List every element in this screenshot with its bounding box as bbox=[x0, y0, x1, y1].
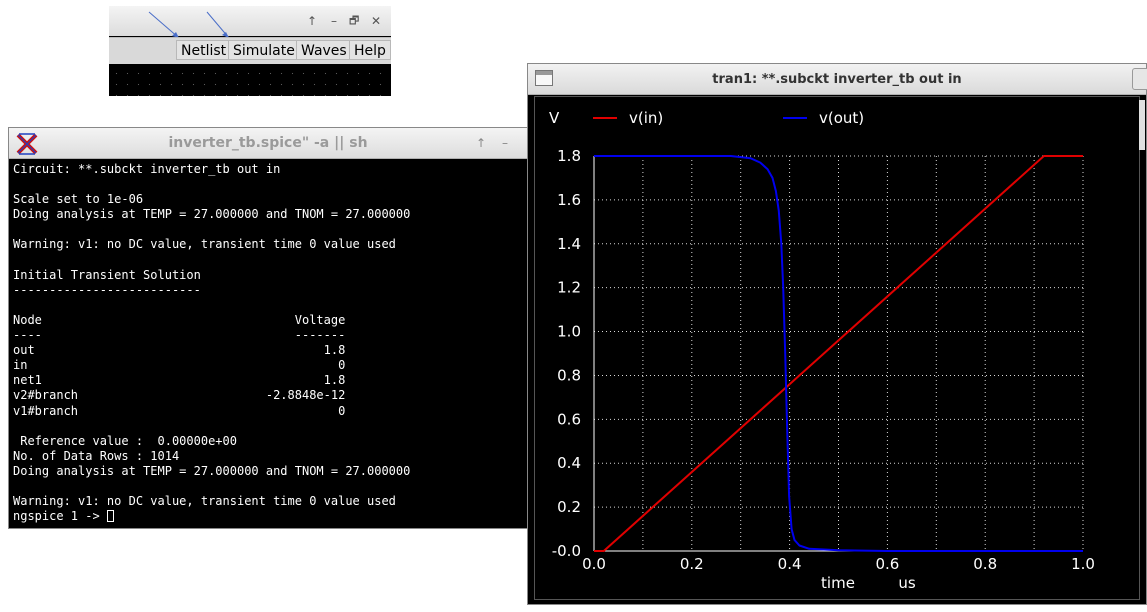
menu-simulate[interactable]: Simulate bbox=[228, 40, 300, 60]
terminal-line bbox=[13, 177, 523, 192]
close-button[interactable] bbox=[1132, 68, 1147, 90]
legend-label-vout: v(out) bbox=[819, 109, 864, 127]
text-cursor bbox=[106, 510, 114, 523]
terminal-line bbox=[13, 298, 523, 313]
y-tick-label: 1.2 bbox=[557, 279, 581, 297]
waveform-titlebar[interactable]: tran1: **.subckt inverter_tb out in bbox=[528, 64, 1147, 95]
menu-waves[interactable]: Waves bbox=[296, 40, 352, 60]
menu-help[interactable]: Help bbox=[349, 40, 391, 60]
schematic-canvas[interactable] bbox=[109, 64, 391, 96]
terminal-line bbox=[13, 222, 523, 237]
x-unit-label: us bbox=[898, 574, 916, 592]
x-tick-label: 0.8 bbox=[973, 555, 997, 573]
terminal-line bbox=[13, 479, 523, 494]
legend-label-vin: v(in) bbox=[629, 109, 663, 127]
terminal-line: ---- ------- bbox=[13, 328, 346, 343]
x-tick-label: 1.0 bbox=[1071, 555, 1095, 573]
up-arrow-icon[interactable]: ↑ bbox=[307, 14, 318, 28]
y-tick-label: 0.8 bbox=[557, 366, 581, 384]
terminal-line: -------------------------- bbox=[13, 282, 201, 297]
annotation-arrows bbox=[148, 11, 230, 39]
terminal-line: Warning: v1: no DC value, transient time… bbox=[13, 494, 396, 509]
window-icon bbox=[535, 70, 553, 86]
terminal-line bbox=[13, 253, 523, 268]
terminal-line: v2#branch -2.8848e-12 bbox=[13, 388, 346, 403]
up-arrow-icon[interactable]: ↑ bbox=[476, 136, 487, 150]
minimize-icon[interactable]: – bbox=[331, 14, 337, 28]
terminal-line: Node Voltage bbox=[13, 312, 346, 327]
y-tick-label: 0.6 bbox=[557, 410, 581, 428]
terminal-title: inverter_tb.spice" -a || sh bbox=[168, 135, 368, 151]
terminal-line: Circuit: **.subckt inverter_tb out in bbox=[13, 162, 281, 176]
terminal-line: Doing analysis at TEMP = 27.000000 and T… bbox=[13, 463, 411, 478]
terminal-titlebar[interactable]: inverter_tb.spice" -a || sh ↑ – bbox=[9, 128, 527, 159]
y-tick-label: 1.8 bbox=[557, 147, 581, 165]
menu-netlist[interactable]: Netlist bbox=[176, 40, 232, 60]
edge-scrollbar[interactable] bbox=[1139, 100, 1145, 150]
waveform-title: tran1: **.subckt inverter_tb out in bbox=[712, 72, 962, 87]
terminal-line: net1 1.8 bbox=[13, 373, 346, 388]
terminal-line: out 1.8 bbox=[13, 343, 346, 358]
menubar: Netlist Simulate Waves Help bbox=[109, 37, 391, 65]
y-tick-label: 1.6 bbox=[557, 191, 581, 209]
terminal-line: No. of Data Rows : 1014 bbox=[13, 448, 180, 463]
plot-area[interactable]: -0.0 0.2 0.4 0.6 0.8 1.0 1.2 1.4 1.6 1.8 0.0 0.2 0.4… bbox=[534, 96, 1140, 600]
x-tick-label: 0.6 bbox=[875, 555, 899, 573]
prompt-line[interactable]: ngspice 1 -> bbox=[13, 509, 523, 524]
terminal-line: Doing analysis at TEMP = 27.000000 and T… bbox=[13, 207, 411, 222]
x-axis-label: time bbox=[821, 574, 855, 592]
waveform-window: tran1: **.subckt inverter_tb out in -0.0… bbox=[527, 63, 1147, 605]
y-unit-label: V bbox=[549, 109, 560, 127]
terminal-line: Warning: v1: no DC value, transient time… bbox=[13, 237, 396, 252]
y-tick-label: 1.0 bbox=[557, 323, 581, 341]
y-tick-label: -0.0 bbox=[552, 542, 581, 560]
x-tick-label: 0.2 bbox=[680, 555, 704, 573]
y-tick-label: 0.4 bbox=[557, 454, 581, 472]
shell-prompt: ngspice 1 -> bbox=[13, 509, 107, 524]
waveform-plot[interactable]: -0.0 0.2 0.4 0.6 0.8 1.0 1.2 1.4 1.6 1.8 0.0 0.2 0.4… bbox=[535, 97, 1139, 599]
terminal-line: in 0 bbox=[13, 358, 346, 373]
x-tick-label: 0.0 bbox=[582, 555, 606, 573]
xterm-icon bbox=[16, 133, 38, 155]
close-icon[interactable]: ✕ bbox=[371, 14, 382, 28]
x-tick-label: 0.4 bbox=[778, 555, 802, 573]
series-line-vout bbox=[594, 155, 1083, 552]
terminal-window: inverter_tb.spice" -a || sh ↑ – Circuit:… bbox=[8, 127, 528, 529]
terminal-line bbox=[13, 419, 523, 434]
terminal-line: Scale set to 1e-06 bbox=[13, 192, 144, 207]
minimize-icon[interactable]: – bbox=[502, 136, 508, 150]
y-tick-label: 1.4 bbox=[557, 235, 581, 253]
menu-titlebar[interactable]: ↑ – 🗗 ✕ bbox=[109, 6, 391, 39]
y-tick-label: 0.2 bbox=[557, 498, 581, 516]
terminal-line: v1#branch 0 bbox=[13, 403, 346, 418]
maximize-icon[interactable]: 🗗 bbox=[349, 14, 360, 27]
terminal-output[interactable]: Circuit: **.subckt inverter_tb out in Sca… bbox=[13, 162, 523, 524]
series-line-vin bbox=[594, 155, 1083, 552]
xschem-window: ↑ – 🗗 ✕ Netlist Simulate Waves Help bbox=[109, 6, 391, 96]
terminal-line: Reference value : 0.00000e+00 bbox=[13, 433, 237, 448]
terminal-line: Initial Transient Solution bbox=[13, 267, 201, 282]
